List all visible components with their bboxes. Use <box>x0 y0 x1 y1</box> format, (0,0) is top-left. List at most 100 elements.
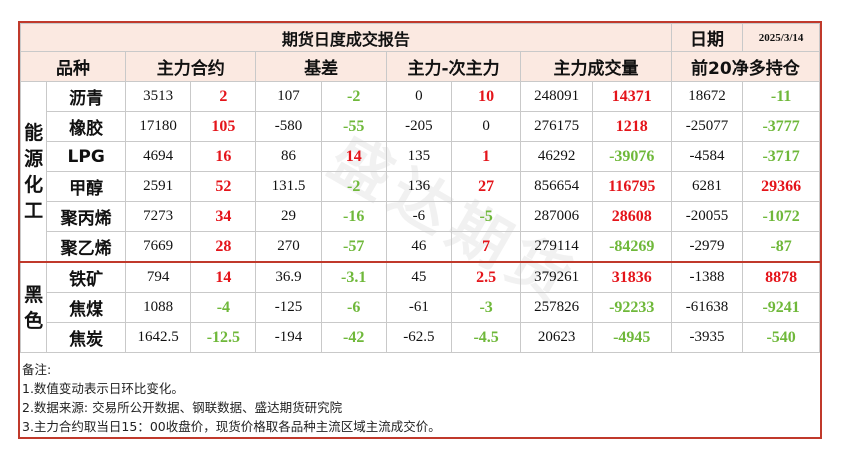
basis-value: 270 <box>255 231 322 263</box>
header-main-volume: 主力成交量 <box>520 51 672 82</box>
net-long-value: -2979 <box>670 231 744 263</box>
main-volume-change: 1218 <box>591 111 672 142</box>
spread-value: -6 <box>385 201 452 232</box>
variety-name: 铁矿 <box>46 261 127 293</box>
basis-change: -3.1 <box>320 261 387 293</box>
basis-value: 107 <box>255 81 322 112</box>
net-long-change: -11 <box>742 81 820 112</box>
basis-change: -42 <box>320 322 387 353</box>
main-volume-change: -4945 <box>591 322 672 353</box>
main-contract-change: -12.5 <box>190 322 257 353</box>
spread-value: 0 <box>385 81 452 112</box>
net-long-value: 18672 <box>670 81 744 112</box>
note-line: 1.数值变动表示日环比变化。 <box>22 381 184 396</box>
main-contract-price: 2591 <box>125 171 192 202</box>
basis-change: -6 <box>320 292 387 323</box>
group-label-text: 能源化工 <box>24 121 44 222</box>
main-contract-price: 17180 <box>125 111 192 142</box>
main-contract-price: 7273 <box>125 201 192 232</box>
spread-change: -5 <box>450 201 522 232</box>
table-row: 能源化工 沥青 3513 2 107 -2 0 10 248091 14371 18672 -11 <box>19 81 820 263</box>
net-long-change: -540 <box>742 322 820 353</box>
main-contract-change: 34 <box>190 201 257 232</box>
basis-change: 14 <box>320 141 387 172</box>
date-value: 2025/3/14 <box>742 23 820 52</box>
table-row: 黑色 铁矿 794 14 36.9 -3.1 45 2.5 379261 31836 -1388 88… <box>19 261 820 353</box>
basis-value: -194 <box>255 322 322 353</box>
net-long-change: -3717 <box>742 141 820 172</box>
spread-change: 7 <box>450 231 522 263</box>
main-contract-price: 1642.5 <box>125 322 192 353</box>
net-long-value: -4584 <box>670 141 744 172</box>
variety-name: 聚乙烯 <box>46 231 127 263</box>
variety-name: 沥青 <box>46 81 127 112</box>
main-contract-change: 28 <box>190 231 257 263</box>
main-volume-value: 46292 <box>520 141 593 172</box>
spread-change: 2.5 <box>450 261 522 293</box>
header-top20-net-long: 前20净多持仓 <box>670 51 821 82</box>
spread-change: 0 <box>450 111 522 142</box>
main-volume-value: 379261 <box>520 261 593 293</box>
note-line: 备注: <box>22 362 52 377</box>
main-volume-value: 276175 <box>520 111 593 142</box>
header-variety: 品种 <box>19 51 127 82</box>
main-volume-change: 14371 <box>591 81 672 112</box>
basis-change: -2 <box>320 81 387 112</box>
main-contract-change: 2 <box>190 81 257 112</box>
table-row: LPG 4694 16 86 14 135 1 46292 -39076 -4584 -3717 <box>21 141 820 172</box>
table-body: 期货日度成交报告 日期 2025/3/14 品种 主力合约 基差 主力-次主力 … <box>19 23 821 353</box>
main-contract-price: 7669 <box>125 231 192 263</box>
group-label: 能源化工 <box>19 81 48 263</box>
spread-value: 46 <box>385 231 452 263</box>
spread-value: -61 <box>385 292 452 323</box>
spread-change: -4.5 <box>450 322 522 353</box>
basis-change: -2 <box>320 171 387 202</box>
net-long-value: -61638 <box>670 292 744 323</box>
spread-value: 45 <box>385 261 452 293</box>
variety-name: 焦炭 <box>46 322 127 353</box>
main-contract-price: 1088 <box>125 292 192 323</box>
net-long-value: -3935 <box>670 322 744 353</box>
group-label-text: 黑色 <box>24 283 44 332</box>
table-row: 聚乙烯 7669 28 270 -57 46 7 279114 -84269 -2979 -87 <box>21 231 820 263</box>
report-title: 期货日度成交报告 <box>20 23 672 52</box>
main-contract-price: 794 <box>125 261 192 293</box>
report-frame: 盛达期货 期货日度成交报告 日期 2025/3/14 品种 主力合约 <box>18 21 822 439</box>
net-long-value: 6281 <box>670 171 744 202</box>
net-long-change: 29366 <box>742 171 820 202</box>
basis-change: -16 <box>320 201 387 232</box>
basis-value: 36.9 <box>255 261 322 293</box>
title-row: 期货日度成交报告 日期 2025/3/14 <box>20 23 820 52</box>
basis-value: -125 <box>255 292 322 323</box>
main-volume-change: 28608 <box>591 201 672 232</box>
net-long-value: -1388 <box>670 261 744 293</box>
spread-change: 27 <box>450 171 522 202</box>
main-volume-change: -92233 <box>591 292 672 323</box>
spread-change: -3 <box>450 292 522 323</box>
main-volume-change: 31836 <box>591 261 672 293</box>
main-volume-change: -84269 <box>591 231 672 263</box>
table-row: 焦煤 1088 -4 -125 -6 -61 -3 257826 -92233 -61638 -92… <box>21 292 820 323</box>
main-contract-change: 105 <box>190 111 257 142</box>
variety-name: 焦煤 <box>46 292 127 323</box>
note-line: 2.数据来源: 交易所公开数据、钢联数据、盛达期货研究院 <box>22 400 343 415</box>
main-volume-value: 20623 <box>520 322 593 353</box>
header-main-contract: 主力合约 <box>125 51 257 82</box>
main-volume-change: 116795 <box>591 171 672 202</box>
basis-change: -57 <box>320 231 387 263</box>
basis-value: 29 <box>255 201 322 232</box>
table-row: 甲醇 2591 52 131.5 -2 136 27 856654 116795 6281 2936… <box>21 171 820 202</box>
main-volume-value: 856654 <box>520 171 593 202</box>
note-line: 3.主力合约取当日15：00收盘价，现货价格取各品种主流区域主流成交价。 <box>22 419 441 434</box>
header-row: 品种 主力合约 基差 主力-次主力 主力成交量 前20净多持仓 <box>19 51 821 82</box>
main-volume-value: 287006 <box>520 201 593 232</box>
main-volume-value: 257826 <box>520 292 593 323</box>
header-basis: 基差 <box>255 51 387 82</box>
main-volume-value: 279114 <box>520 231 593 263</box>
net-long-change: -3777 <box>742 111 820 142</box>
main-contract-change: 14 <box>190 261 257 293</box>
spread-value: -62.5 <box>385 322 452 353</box>
spread-value: 136 <box>385 171 452 202</box>
report-table: 期货日度成交报告 日期 2025/3/14 品种 主力合约 基差 主力-次主力 … <box>19 23 821 353</box>
net-long-change: -9241 <box>742 292 820 323</box>
